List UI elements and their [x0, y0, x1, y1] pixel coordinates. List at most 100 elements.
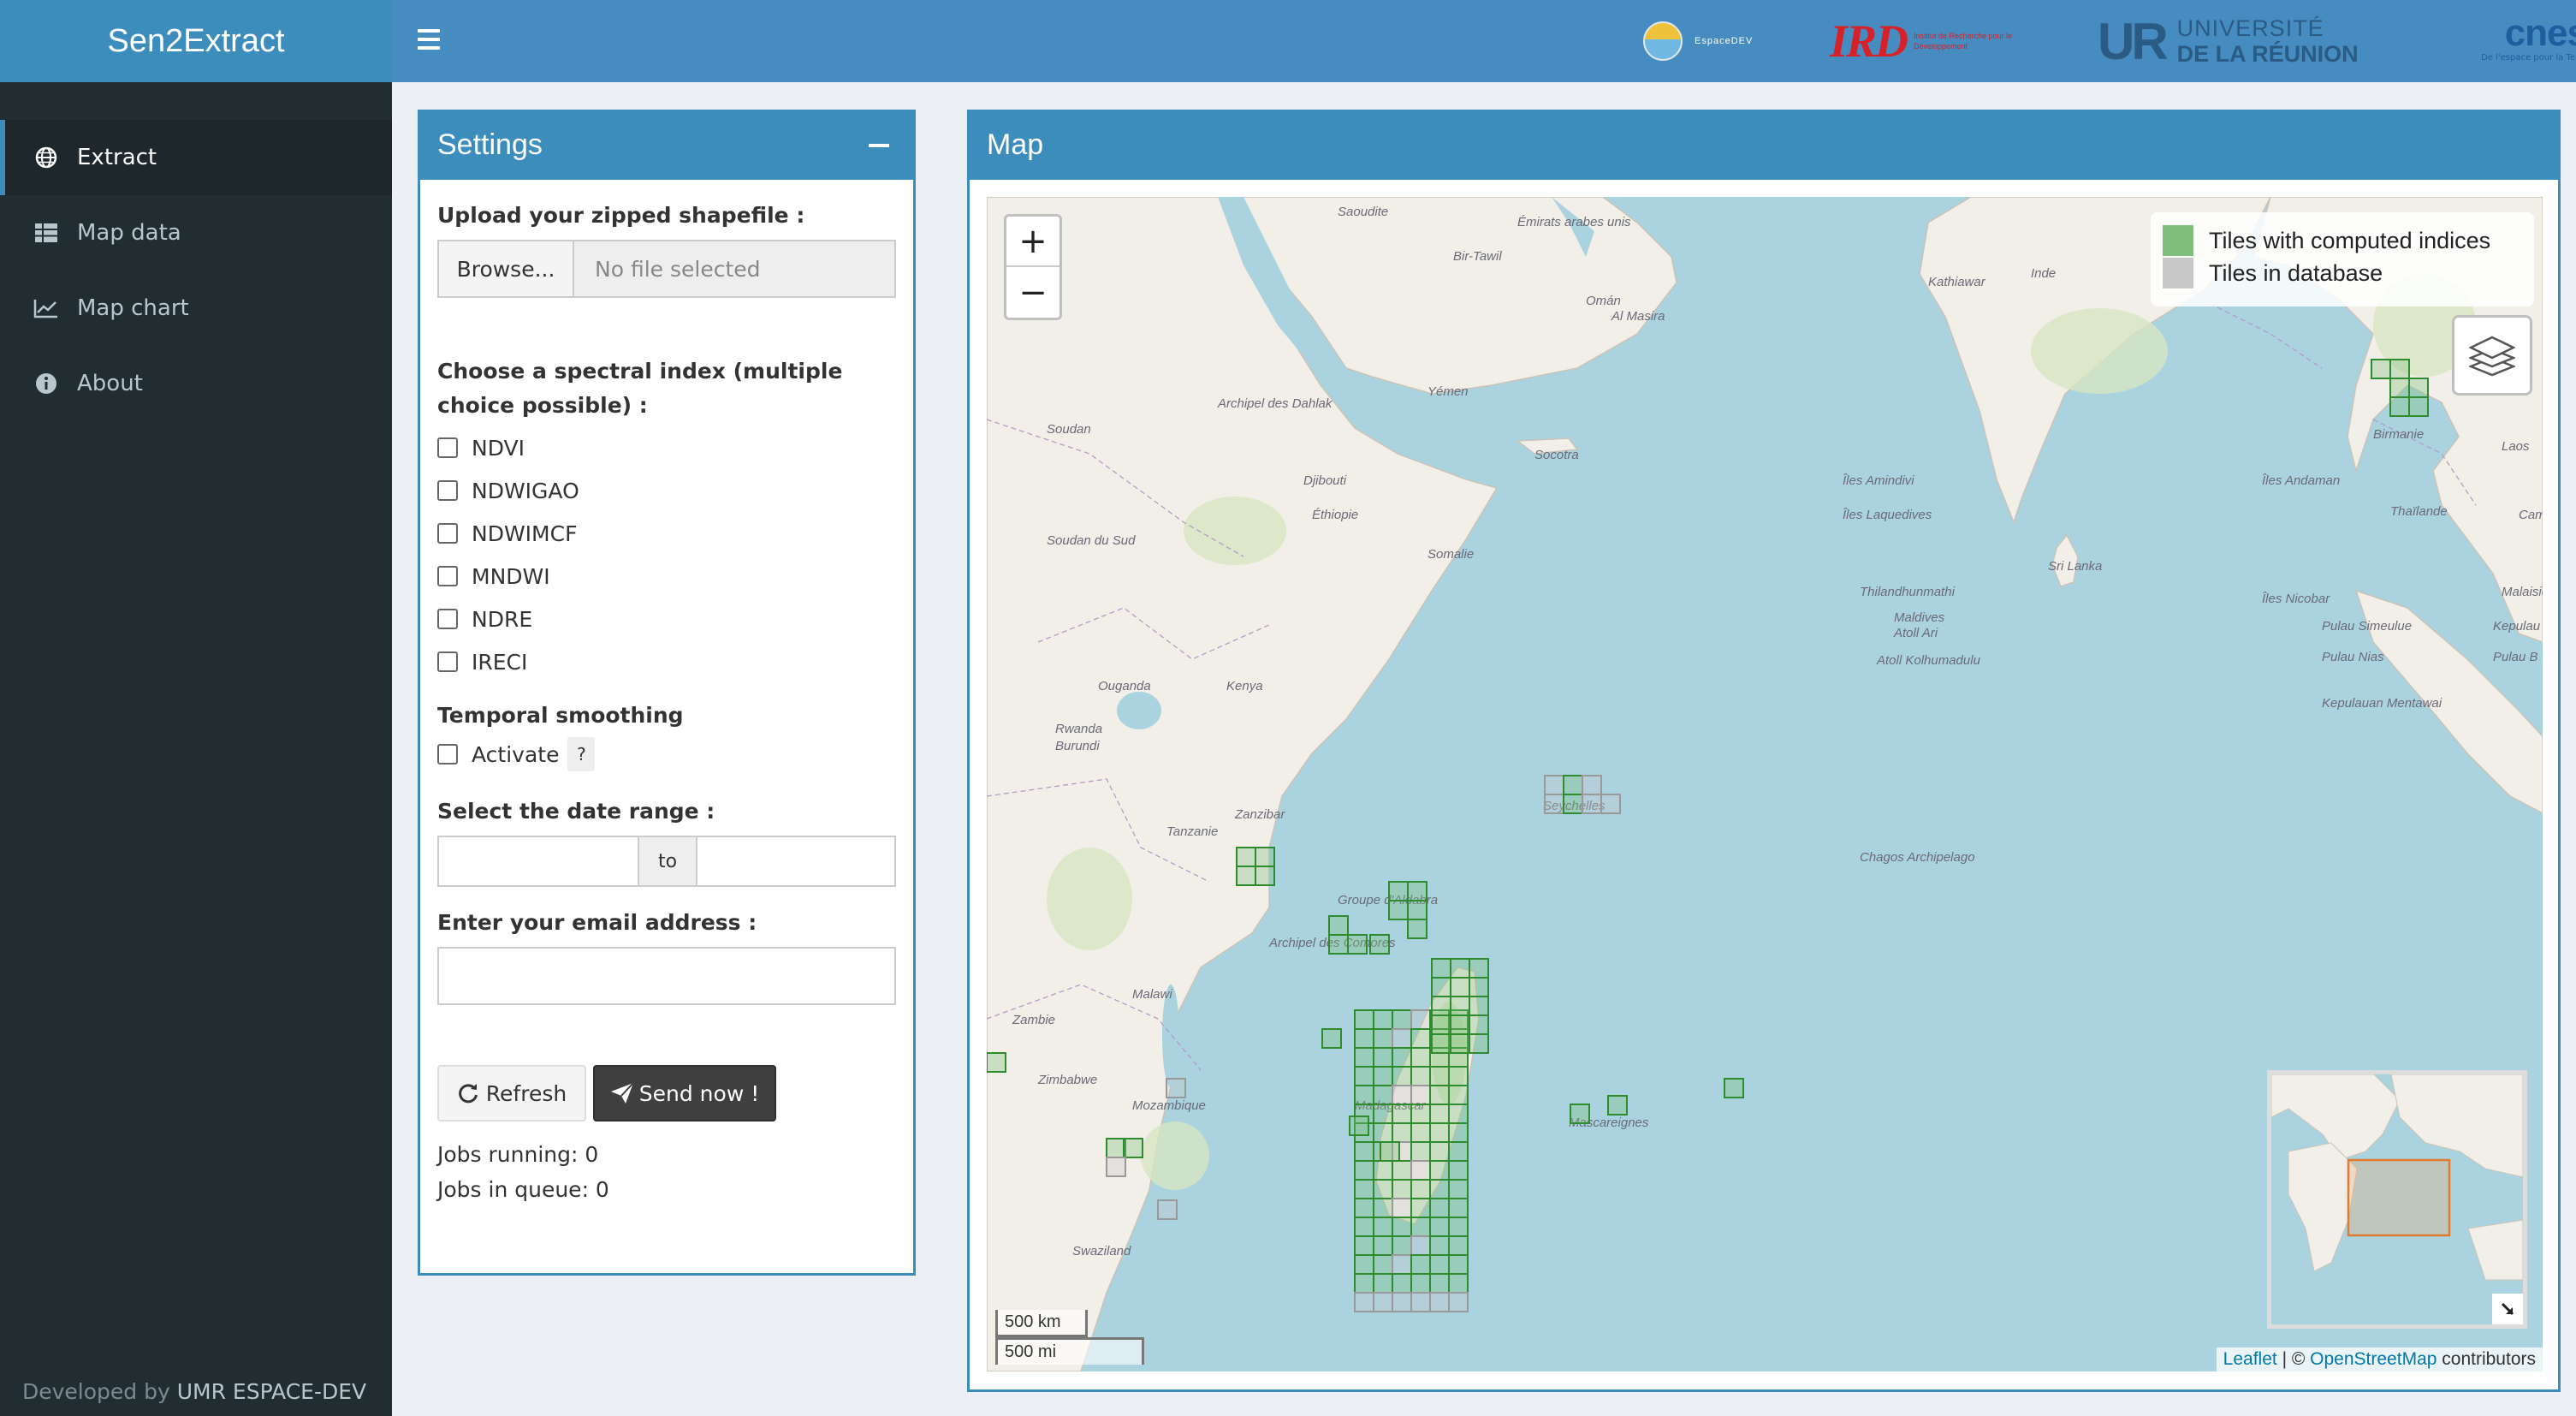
tile-computed[interactable]	[1429, 1273, 1450, 1294]
tile-computed[interactable]	[1255, 847, 1275, 867]
help-icon[interactable]: ?	[567, 737, 596, 771]
tile-database[interactable]	[1392, 1292, 1412, 1312]
tile-computed[interactable]	[1373, 1273, 1393, 1294]
tile-computed[interactable]	[1369, 934, 1390, 955]
tile-computed[interactable]	[1410, 1122, 1431, 1143]
tile-computed[interactable]	[1429, 1217, 1450, 1237]
tile-computed[interactable]	[1373, 1085, 1393, 1105]
tile-computed[interactable]	[1410, 1066, 1431, 1086]
tile-computed[interactable]	[1563, 794, 1583, 814]
tile-computed[interactable]	[1373, 1122, 1393, 1143]
tile-computed[interactable]	[1388, 881, 1409, 901]
tile-computed[interactable]	[1407, 881, 1427, 901]
tile-computed[interactable]	[1410, 1273, 1431, 1294]
tile-computed[interactable]	[1392, 1047, 1412, 1068]
tile-computed[interactable]	[1431, 996, 1451, 1016]
osm-link[interactable]: OpenStreetMap	[2310, 1349, 2437, 1369]
tile-computed[interactable]	[1373, 1066, 1393, 1086]
tile-computed[interactable]	[1354, 1273, 1374, 1294]
browse-button[interactable]: Browse...	[437, 240, 574, 298]
tile-computed[interactable]	[1448, 1273, 1469, 1294]
tile-computed[interactable]	[1410, 1104, 1431, 1124]
tile-computed[interactable]	[1450, 1014, 1470, 1035]
tile-computed[interactable]	[1373, 1254, 1393, 1275]
tile-database[interactable]	[1410, 1009, 1431, 1030]
tile-computed[interactable]	[1448, 1122, 1469, 1143]
tile-computed[interactable]	[1392, 1104, 1412, 1124]
tile-computed[interactable]	[1469, 996, 1489, 1016]
tile-computed[interactable]	[1429, 1141, 1450, 1162]
tile-database[interactable]	[1600, 794, 1621, 814]
tile-database[interactable]	[1354, 1292, 1374, 1312]
tile-database[interactable]	[1410, 1085, 1431, 1105]
tile-computed[interactable]	[1380, 1141, 1400, 1162]
tile-computed[interactable]	[1448, 1141, 1469, 1162]
tile-database[interactable]	[1410, 1292, 1431, 1312]
tile-computed[interactable]	[1429, 1085, 1450, 1105]
tile-computed[interactable]	[1429, 1122, 1450, 1143]
file-name-field[interactable]: No file selected	[574, 240, 896, 298]
tile-computed[interactable]	[1392, 1066, 1412, 1086]
tile-computed[interactable]	[1450, 996, 1470, 1016]
tile-computed[interactable]	[1429, 1254, 1450, 1275]
tile-computed[interactable]	[1607, 1095, 1628, 1116]
start-date-input[interactable]	[437, 836, 639, 887]
tile-computed[interactable]	[1410, 1028, 1431, 1049]
send-now-button[interactable]: Send now !	[593, 1065, 776, 1121]
tile-computed[interactable]	[1354, 1141, 1374, 1162]
tile-computed[interactable]	[1469, 977, 1489, 997]
tile-computed[interactable]	[1448, 1085, 1469, 1105]
tile-database[interactable]	[1544, 794, 1564, 814]
tile-database[interactable]	[1544, 775, 1564, 795]
tile-computed[interactable]	[1354, 1028, 1374, 1049]
tile-computed[interactable]	[1236, 866, 1256, 886]
checkbox[interactable]	[437, 609, 458, 629]
tile-computed[interactable]	[1373, 1028, 1393, 1049]
tile-computed[interactable]	[2389, 396, 2410, 417]
tile-computed[interactable]	[1373, 1198, 1393, 1218]
tile-computed[interactable]	[1392, 1160, 1412, 1181]
tile-computed[interactable]	[1354, 1085, 1374, 1105]
tile-computed[interactable]	[1429, 1179, 1450, 1199]
tile-computed[interactable]	[1354, 1179, 1374, 1199]
tile-computed[interactable]	[1450, 958, 1470, 979]
tile-computed[interactable]	[1123, 1138, 1143, 1158]
tile-computed[interactable]	[1448, 1235, 1469, 1256]
tile-computed[interactable]	[1570, 1104, 1590, 1124]
checkbox[interactable]	[437, 744, 458, 765]
tile-computed[interactable]	[1431, 977, 1451, 997]
sidebar-item-map-data[interactable]: Map data	[0, 195, 392, 271]
tile-database[interactable]	[1410, 1160, 1431, 1181]
app-logo[interactable]: Sen2Extract	[0, 0, 392, 82]
tile-computed[interactable]	[1410, 1047, 1431, 1068]
tile-computed[interactable]	[1450, 977, 1470, 997]
tile-computed[interactable]	[1373, 1009, 1393, 1030]
checkbox[interactable]	[437, 437, 458, 458]
tile-computed[interactable]	[1448, 1160, 1469, 1181]
tile-computed[interactable]	[1450, 1033, 1470, 1054]
tile-computed[interactable]	[1429, 1104, 1450, 1124]
tile-computed[interactable]	[1321, 1028, 1342, 1049]
checkbox[interactable]	[437, 651, 458, 672]
tile-computed[interactable]	[1106, 1138, 1126, 1158]
checkbox[interactable]	[437, 566, 458, 586]
zoom-in-button[interactable]: +	[1006, 217, 1059, 267]
tile-computed[interactable]	[1448, 1198, 1469, 1218]
checkbox-ndwigao[interactable]: NDWIGAO	[437, 469, 896, 512]
tile-database[interactable]	[1392, 1198, 1412, 1218]
layers-icon[interactable]	[2452, 315, 2532, 396]
tile-computed[interactable]	[2371, 359, 2391, 379]
sentinel-tiles-layer[interactable]	[987, 359, 2429, 1312]
tile-computed[interactable]	[1354, 1009, 1374, 1030]
sidebar-item-extract[interactable]: Extract	[0, 120, 392, 195]
tile-computed[interactable]	[1429, 1235, 1450, 1256]
tile-database[interactable]	[1582, 775, 1602, 795]
tile-computed[interactable]	[1469, 958, 1489, 979]
tile-computed[interactable]	[1373, 1104, 1393, 1124]
leaflet-link[interactable]: Leaflet	[2223, 1349, 2277, 1369]
tile-computed[interactable]	[1392, 1179, 1412, 1199]
tile-computed[interactable]	[1410, 1217, 1431, 1237]
tile-computed[interactable]	[1448, 1066, 1469, 1086]
tile-computed[interactable]	[1448, 1104, 1469, 1124]
tile-computed[interactable]	[1448, 1179, 1469, 1199]
